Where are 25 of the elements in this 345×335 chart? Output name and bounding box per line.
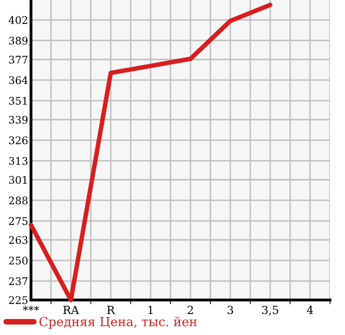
y-tick-label: 339 <box>9 116 28 124</box>
x-tick-label: 3,5 <box>262 306 278 316</box>
y-tick-label: 377 <box>9 56 28 64</box>
y-tick-label: 237 <box>9 277 28 286</box>
y-tick-label: 250 <box>9 256 28 265</box>
x-tick-label: 3 <box>228 306 234 314</box>
legend-label: Средняя Цена, тыс. йен <box>39 316 197 329</box>
x-tick-label: RA <box>63 306 80 314</box>
y-tick-label: 402 <box>8 16 28 24</box>
line-series <box>28 2 272 302</box>
y-tick-label: 364 <box>9 76 28 84</box>
x-tick-label: R <box>107 306 116 314</box>
y-tick-label: 389 <box>9 36 28 45</box>
y-tick-label: 288 <box>9 196 28 204</box>
y-tick-label: 225 <box>9 296 28 304</box>
y-tick-label: 301 <box>9 176 27 184</box>
y-tick-label: 313 <box>9 156 28 165</box>
y-tick-label: 326 <box>9 136 28 144</box>
y-tick-label: 263 <box>9 236 28 244</box>
x-tick-label: *** <box>22 306 40 311</box>
x-tick-label: 2 <box>188 306 193 314</box>
y-tick-label: 275 <box>9 217 28 225</box>
y-tick-label: 351 <box>9 96 27 105</box>
x-tick-label: 4 <box>306 306 314 314</box>
x-tick-label: 1 <box>148 306 153 314</box>
